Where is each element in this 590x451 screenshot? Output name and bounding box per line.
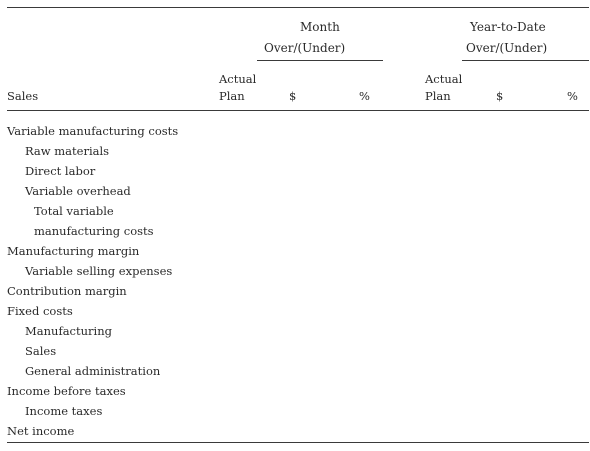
bottom-rule xyxy=(7,442,589,443)
row-income-before-taxes: Income before taxes xyxy=(7,384,126,398)
row-general-administration: General administration xyxy=(25,364,161,378)
row-total-variable: Total variable xyxy=(34,204,114,218)
ytd-plan-header: Plan xyxy=(425,89,451,103)
month-actual-header: Actual xyxy=(219,72,257,86)
ytd-actual-header: Actual xyxy=(425,72,463,86)
header-rule xyxy=(7,110,589,111)
month-plan-header: Plan xyxy=(219,89,245,103)
month-underline xyxy=(257,60,383,61)
ytd-underline xyxy=(462,60,589,61)
row-contribution-margin: Contribution margin xyxy=(7,284,127,298)
ytd-dollar-header: $ xyxy=(496,89,504,103)
row-label-header: Sales xyxy=(7,89,39,103)
row-income-taxes: Income taxes xyxy=(25,404,103,418)
row-direct-labor: Direct labor xyxy=(25,164,96,178)
row-manufacturing-costs: manufacturing costs xyxy=(34,224,154,238)
top-rule xyxy=(7,7,589,8)
month-subtitle: Over/(Under) xyxy=(264,41,346,55)
ytd-subtitle: Over/(Under) xyxy=(466,41,548,55)
row-fixed-manufacturing: Manufacturing xyxy=(25,324,112,338)
row-net-income: Net income xyxy=(7,424,75,438)
row-fixed-costs: Fixed costs xyxy=(7,304,73,318)
ytd-percent-header: % xyxy=(567,89,578,103)
row-manufacturing-margin: Manufacturing margin xyxy=(7,244,140,258)
month-title: Month xyxy=(300,20,340,34)
row-variable-overhead: Variable overhead xyxy=(25,184,131,198)
row-variable-manufacturing-costs: Variable manufacturing costs xyxy=(7,124,179,138)
month-dollar-header: $ xyxy=(289,89,297,103)
ytd-title: Year-to-Date xyxy=(470,20,546,34)
month-percent-header: % xyxy=(359,89,370,103)
row-raw-materials: Raw materials xyxy=(25,144,110,158)
row-variable-selling-expenses: Variable selling expenses xyxy=(25,264,173,278)
row-fixed-sales: Sales xyxy=(25,344,57,358)
